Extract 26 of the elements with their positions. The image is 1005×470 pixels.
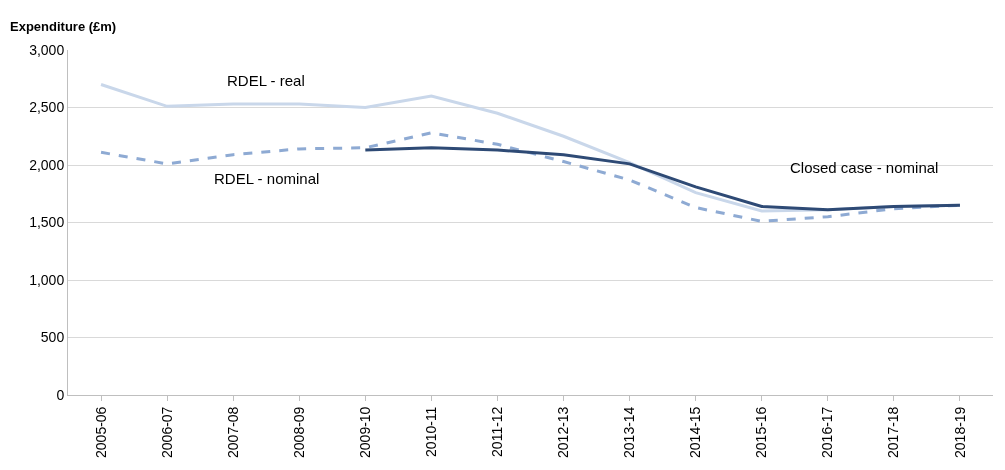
series-label: RDEL - nominal bbox=[214, 170, 320, 187]
x-tick-label: 2014-15 bbox=[687, 406, 704, 458]
series-label: Closed case - nominal bbox=[790, 159, 939, 176]
y-axis-title: Expenditure (£m) bbox=[10, 19, 117, 34]
series-label: RDEL - real bbox=[227, 72, 305, 89]
x-tick-label: 2016-17 bbox=[819, 406, 836, 458]
y-tick-label: 1,000 bbox=[29, 271, 65, 288]
y-tick-label: 2,000 bbox=[29, 156, 65, 173]
x-tick-label: 2018-19 bbox=[951, 406, 968, 458]
x-tick-label: 2009-10 bbox=[356, 406, 373, 458]
x-tick-label: 2012-13 bbox=[555, 406, 572, 458]
x-tick-label: 2010-11 bbox=[422, 406, 439, 457]
y-tick-label: 2,500 bbox=[29, 99, 65, 116]
x-tick-label: 2007-08 bbox=[224, 406, 241, 458]
y-tick-label: 0 bbox=[56, 386, 65, 403]
y-tick-label: 500 bbox=[40, 329, 65, 346]
y-tick-label: 3,000 bbox=[29, 41, 65, 58]
x-tick-label: 2011-12 bbox=[489, 406, 506, 457]
x-tick-label: 2013-14 bbox=[621, 406, 638, 458]
x-tick-label: 2005-06 bbox=[92, 406, 109, 458]
x-tick-label: 2006-07 bbox=[158, 406, 175, 458]
x-tick-label: 2017-18 bbox=[885, 406, 902, 458]
line-series bbox=[363, 146, 962, 212]
y-tick-label: 1,500 bbox=[29, 214, 65, 231]
x-tick-label: 2015-16 bbox=[753, 406, 770, 458]
x-tick-label: 2008-09 bbox=[290, 406, 307, 458]
